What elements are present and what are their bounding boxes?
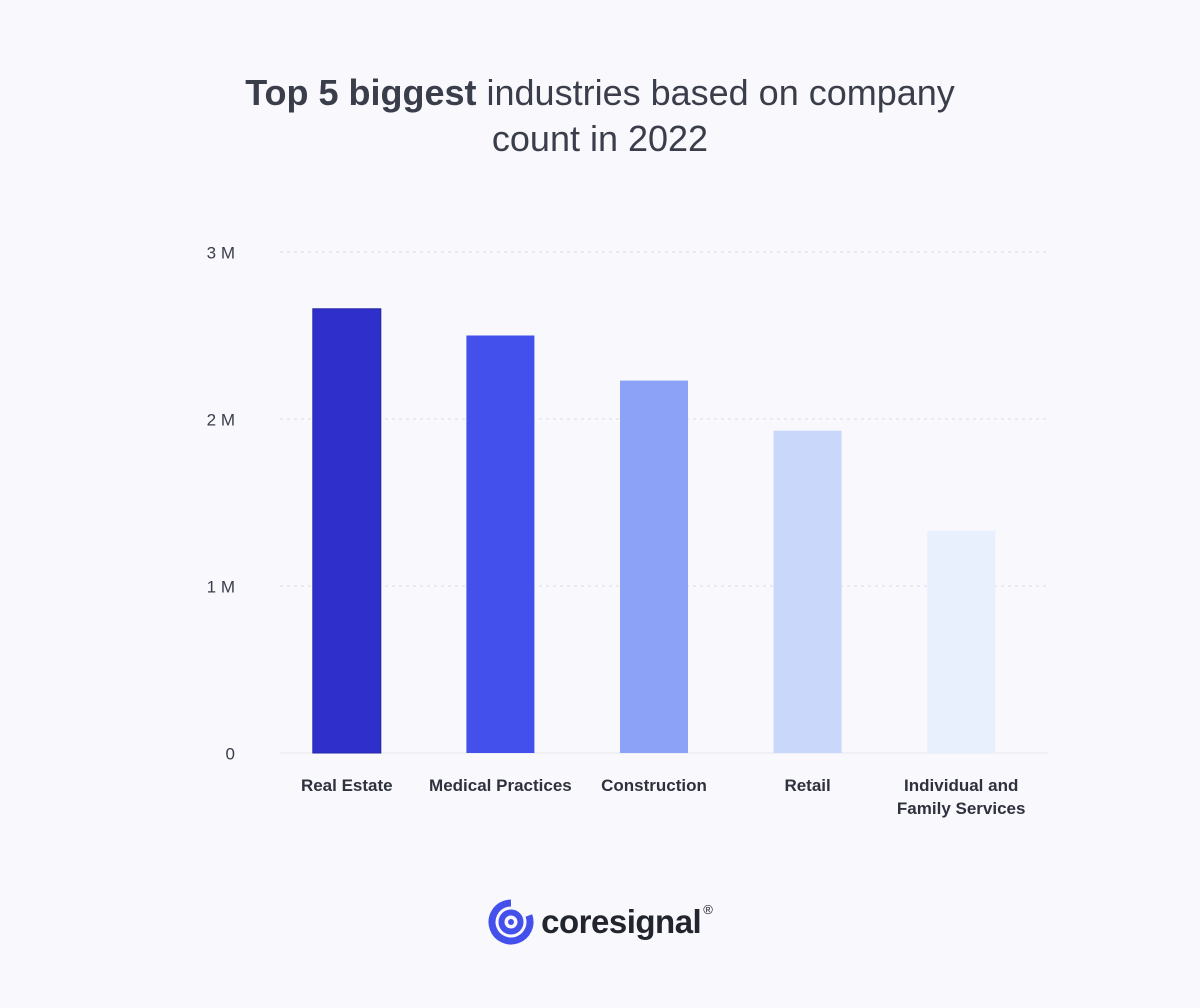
y-axis: 0 1 M 2 M 3 M	[207, 243, 235, 763]
brand-logo: coresignal ®	[0, 898, 1200, 946]
x-tick-label: Retail	[784, 776, 830, 795]
bar	[466, 335, 535, 753]
logo-text: coresignal	[541, 903, 702, 940]
x-tick-label-line: Real Estate	[301, 776, 393, 795]
coresignal-logo-icon	[488, 899, 534, 945]
bar	[927, 530, 996, 753]
y-tick-label: 2 M	[207, 410, 235, 429]
bar	[773, 430, 842, 753]
x-tick-label: Construction	[601, 776, 707, 795]
y-tick-label: 3 M	[207, 243, 235, 262]
x-tick-label-line: Individual and	[904, 776, 1018, 795]
x-tick-label-line: Retail	[784, 776, 830, 795]
chart-title-line-2: count in 2022	[491, 118, 709, 159]
chart-title-rest: industries based on company	[476, 72, 955, 113]
y-tick-label: 1 M	[207, 577, 235, 596]
x-tick-label: Individual and Family Services	[897, 776, 1026, 818]
x-tick-label-line: Construction	[601, 776, 707, 795]
logo-registered-mark: ®	[703, 902, 713, 917]
chart-title: Top 5 biggest industries based on compan…	[0, 70, 1200, 162]
bar	[312, 308, 382, 754]
y-tick-label: 0	[226, 744, 235, 763]
x-tick-label: Medical Practices	[429, 776, 572, 795]
bar	[620, 380, 688, 753]
x-tick-label-line: Family Services	[897, 799, 1026, 818]
x-tick-label-line: Medical Practices	[429, 776, 572, 795]
chart-title-line-1: Top 5 biggest industries based on compan…	[0, 70, 1200, 116]
bar-chart: 0 1 M 2 M 3 M Real Estate Medical Practices C…	[207, 243, 1048, 818]
chart-title-bold: Top 5 biggest	[245, 72, 477, 113]
bars	[312, 308, 996, 754]
x-axis: Real Estate Medical Practices Construction…	[301, 776, 1026, 818]
x-tick-label: Real Estate	[301, 776, 393, 795]
